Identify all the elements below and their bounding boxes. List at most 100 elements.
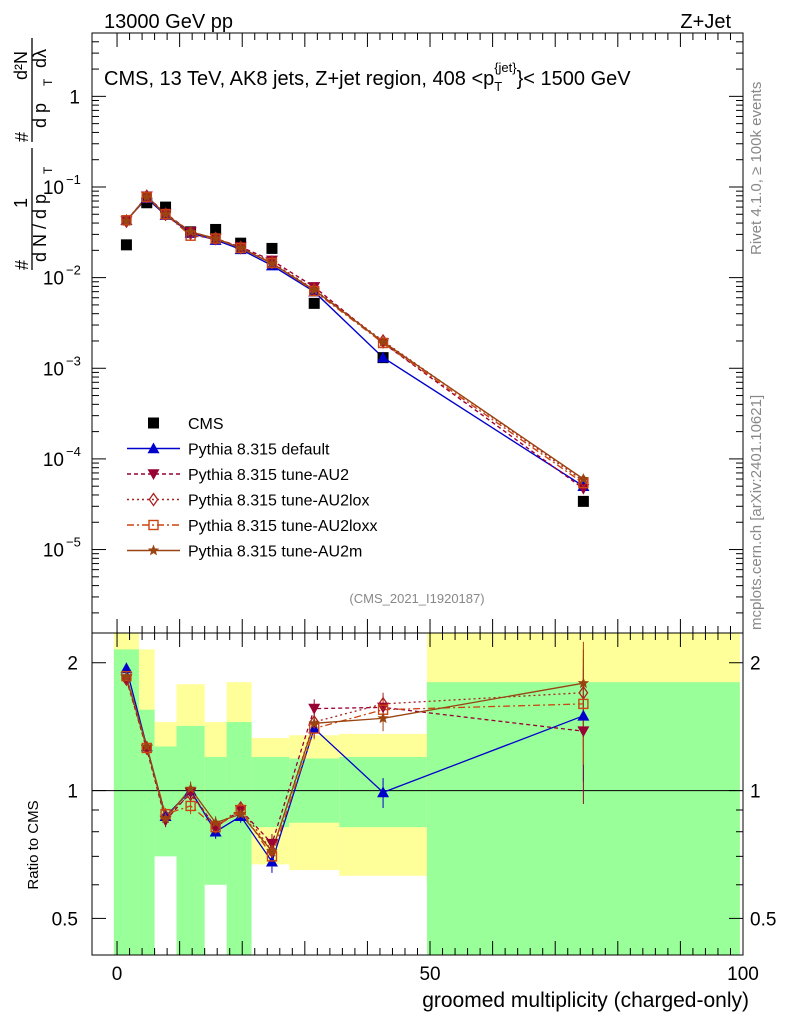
svg-text:d p: d p [30,103,50,128]
x-axis-label: groomed multiplicity (charged-only) [422,989,749,1012]
main-point-s5-6 [266,257,278,269]
main-point-s5-0 [120,215,133,226]
main-title: CMS, 13 TeV, AK8 jets, Z+jet region, 408… [104,60,631,94]
main-point-s3-5 [235,240,246,255]
ratio-line-1 [125,678,584,845]
main-ylabel: # 1 d N / d p T # d²N d p T dλ [11,38,55,270]
band-gap-1 [204,884,227,955]
svg-text:#: # [12,132,32,142]
main-point-s0-9 [577,495,589,507]
main-point-s5-7 [308,284,320,295]
main-ytick-exp-4: −4 [66,444,81,459]
main-point-s0-7 [308,297,320,309]
legend-marker-0 [148,417,159,429]
ratio-point-s4-6 [266,845,278,856]
svg-text:T: T [41,78,55,86]
ratio-point-s1-9 [577,726,590,738]
ratio-point-s3-3 [185,800,196,812]
title-sub-t: T [494,79,502,94]
ratio-point-s0-9 [577,709,590,721]
ratio-point-s1-3 [184,787,197,799]
main-ytick-label-0: 1 [69,87,80,108]
main-axes: 110−110−210−310−410−5 [43,32,744,634]
svg-text:d²N: d²N [11,51,31,80]
main-ytick-exp-5: −5 [66,535,81,550]
main-point-s5-8 [377,336,389,347]
ratio-point-s1-7 [308,703,321,715]
ratio-ylabel: Ratio to CMS [25,800,42,889]
ratio-line-4 [125,676,584,853]
ratio-point-s2-6 [266,844,277,859]
ratio-point-s2-8 [378,696,389,712]
band-green-6 [251,756,290,828]
main-ytick-label-5: 10 [43,541,64,562]
ratio-ytick-label-right-2: 2 [750,654,761,675]
ratio-ytick-label-left-0: 0.5 [52,909,78,930]
legend-marker-4 [148,519,159,531]
ratio-point-s0-8 [377,786,390,798]
main-point-s5-1 [141,190,153,202]
legend-marker-1 [147,442,160,454]
main-ytick-label-2: 10 [43,269,64,290]
main-ytick-label-3: 10 [43,359,64,380]
legend-label-4: Pythia 8.315 tune-AU2loxx [188,518,377,535]
ratio-point-s4-5 [235,808,247,819]
ratio-point-s4-1 [141,740,153,752]
main-ytick-exp-1: −1 [66,172,81,187]
x-tick-label-2: 100 [727,964,759,985]
svg-text:d N / d p: d N / d p [30,194,50,262]
ratio-ytick-label-right-1: 1 [750,782,761,803]
main-point-s5-3 [184,225,197,237]
ratio-point-s4-8 [377,712,389,724]
header-energy: 13000 GeV pp [104,11,233,33]
main-point-s5-2 [159,208,172,220]
main-point-s5-5 [235,242,247,253]
main-series [120,189,590,507]
ratio-point-s3-9 [578,698,589,710]
main-point-s0-2 [160,201,172,213]
title-text-a: CMS, 13 TeV, AK8 jets, Z+jet region, 408… [104,68,494,90]
ratio-axes: 0.5 0.5 1 1 2 2 0 50 100 [52,632,776,985]
svg-text:#: # [12,260,32,270]
main-point-s1-8 [377,351,390,363]
legend-label-1: Pythia 8.315 default [188,442,330,459]
ratio-point-s4-7 [308,717,320,729]
legend-label-3: Pythia 8.315 tune-AU2lox [188,493,369,510]
rivet-version-label: Rivet 4.1.0, ≥ 100k events [748,82,765,255]
main-ytick-label-4: 10 [43,450,64,471]
ratio-point-s4-0 [120,671,133,682]
main-line-5 [125,195,584,480]
ratio-ytick-label-left-1: 1 [67,782,78,803]
ratio-point-s4-3 [184,782,197,794]
main-ytick-exp-3: −3 [66,353,81,368]
legend-label-0: CMS [188,416,224,433]
mcplots-reference-label: mcplots.cern.ch [arXiv:2401.10621] [748,395,765,630]
ratio-point-s4-2 [159,812,172,824]
svg-text:T: T [41,166,55,174]
main-ytick-exp-2: −2 [66,263,81,278]
main-point-s2-9 [577,483,590,495]
ratio-series [120,641,590,873]
x-tick-label-0: 0 [112,964,123,985]
band-gap-3 [339,884,427,955]
legend-label-2: Pythia 8.315 tune-AU2 [188,467,349,484]
analysis-watermark: (CMS_2021_I1920187) [349,591,484,606]
ratio-ytick-label-right-0: 0.5 [750,909,776,930]
ratio-uncertainty-bands [113,633,740,955]
title-sup-jet: {jet} [494,60,517,75]
ratio-ytick-label-left-2: 2 [67,654,78,675]
title-text-b: }< 1500 GeV [517,68,632,90]
main-point-s5-4 [209,232,222,244]
main-ytick-label-1: 10 [43,178,64,199]
svg-text:1: 1 [11,198,31,208]
legend-marker-3 [148,492,159,507]
main-point-s0-4 [210,223,222,235]
svg-text:dλ: dλ [30,49,50,68]
main-line-1 [125,197,584,487]
ratio-point-s2-7 [309,714,320,730]
band-green-1 [138,709,155,955]
header-process: Z+Jet [680,11,731,33]
ratio-point-s4-9 [577,677,590,689]
main-point-s5-9 [577,473,590,484]
